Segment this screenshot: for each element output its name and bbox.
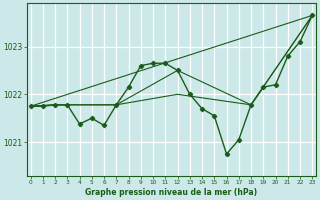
X-axis label: Graphe pression niveau de la mer (hPa): Graphe pression niveau de la mer (hPa) [85,188,258,197]
